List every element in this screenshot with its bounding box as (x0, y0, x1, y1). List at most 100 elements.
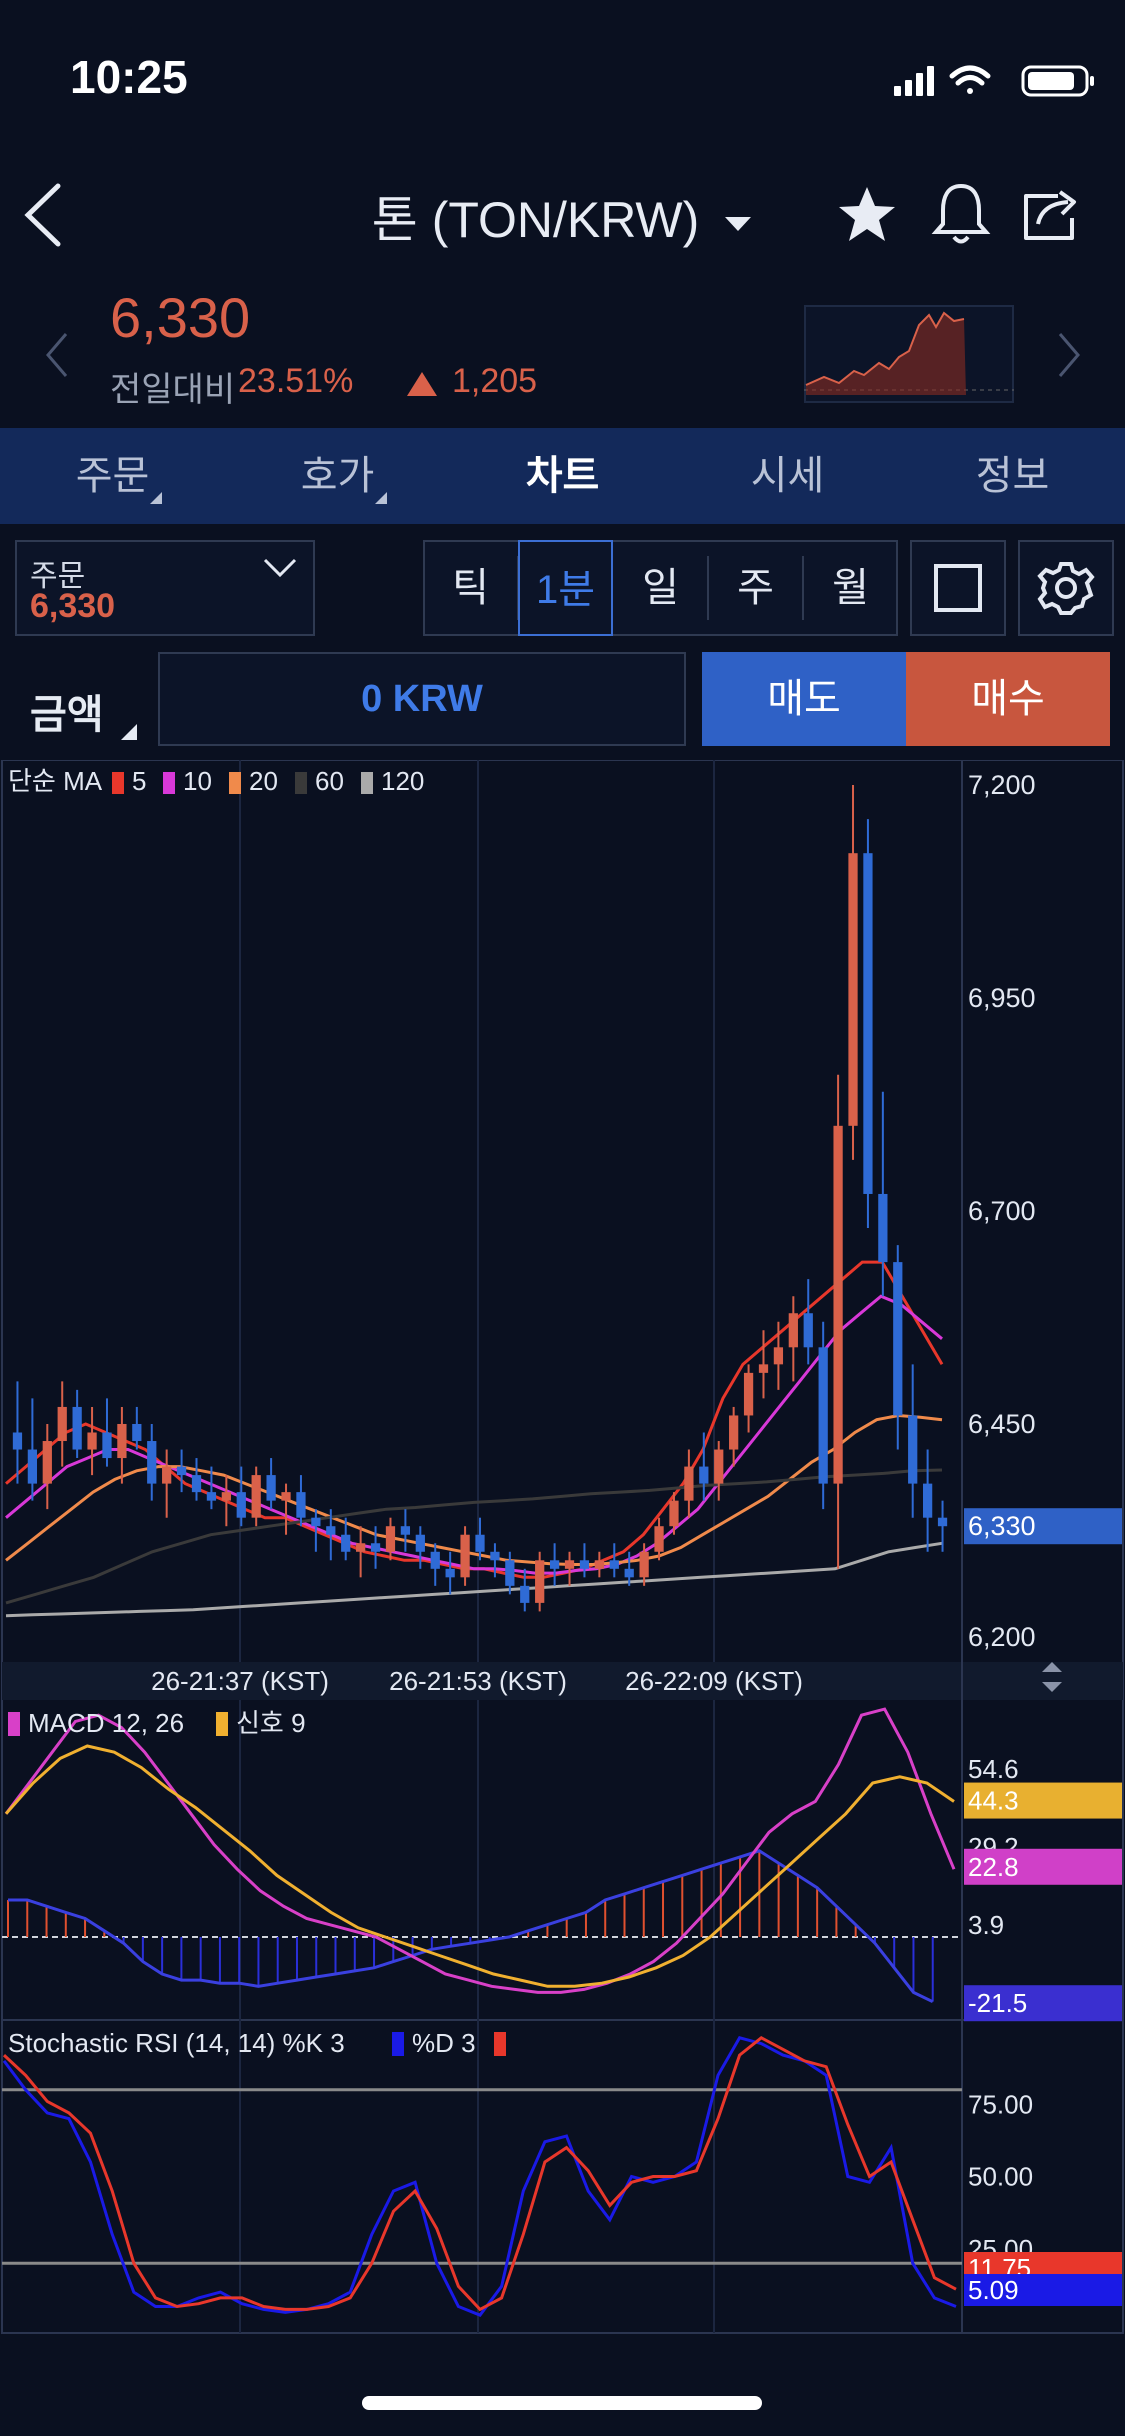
candle (714, 1441, 724, 1501)
candle (296, 1475, 306, 1527)
tab-label: 호가 (300, 454, 375, 498)
chevron-down-icon[interactable] (262, 556, 298, 580)
legend-swatch (295, 772, 307, 794)
fullscreen-button[interactable] (910, 540, 1006, 636)
candle-body (594, 1560, 604, 1569)
status-icons (894, 65, 1094, 97)
corner-icon (150, 492, 162, 504)
candle (594, 1551, 604, 1578)
macd-value-tag (964, 1848, 1122, 1885)
home-indicator[interactable] (362, 2396, 762, 2410)
candle (937, 1500, 948, 1552)
y-tick-label: 6,700 (968, 1196, 1036, 1226)
candle-body (549, 1560, 560, 1569)
candle (624, 1551, 634, 1586)
order-price: 6,330 (30, 587, 116, 625)
amount-input[interactable] (158, 652, 686, 746)
tab-label: 정보 (975, 454, 1050, 498)
sell-button[interactable]: 매도 (702, 652, 906, 746)
buy-button[interactable]: 매수 (906, 652, 1110, 746)
candle (176, 1449, 187, 1493)
mini-chart[interactable] (804, 305, 1014, 403)
rsi-tick-label: 50.00 (968, 2162, 1033, 2192)
candle (206, 1466, 217, 1510)
amount-label[interactable]: 금액 (30, 682, 137, 740)
bell-icon (931, 183, 991, 244)
macd-tick-label: 54.6 (968, 1754, 1019, 1784)
candle (609, 1543, 619, 1578)
rsi-value-tag (964, 2274, 1122, 2306)
wifi-icon (949, 65, 991, 94)
candle-body (863, 853, 873, 1194)
candle-body (684, 1466, 694, 1501)
prev-coin-button[interactable] (42, 330, 72, 380)
candle (758, 1330, 769, 1399)
alert-button[interactable] (930, 180, 992, 248)
macd-signal-legend: 신호 9 (236, 1708, 306, 1738)
candle-body (57, 1406, 67, 1442)
period-day[interactable]: 일 (642, 566, 679, 610)
page-title[interactable]: 톤 (TON/KRW) (0, 180, 1125, 252)
divider (802, 556, 804, 620)
candle (221, 1475, 231, 1527)
legend-swatch (8, 1712, 20, 1736)
candle (27, 1398, 38, 1501)
favorite-button[interactable] (836, 184, 898, 246)
caret-down-icon[interactable] (723, 214, 753, 234)
share-button[interactable] (1018, 182, 1082, 246)
candle-body (221, 1492, 231, 1501)
tab-label: 차트 (525, 454, 600, 498)
candle-body (729, 1415, 739, 1450)
macd-value-label: -21.5 (968, 1988, 1027, 2018)
macd-value-label: 44.3 (968, 1786, 1019, 1816)
candle-body (475, 1534, 485, 1552)
back-button[interactable] (18, 180, 66, 250)
status-time: 10:25 (70, 51, 188, 103)
title-text[interactable]: 톤 (TON/KRW) (371, 192, 700, 248)
candle (743, 1364, 754, 1433)
divider (707, 556, 709, 620)
tab-market[interactable]: 시세 (675, 428, 900, 524)
tab-order[interactable]: 주문 (0, 428, 225, 524)
candle-body (176, 1466, 187, 1476)
candle (475, 1517, 485, 1561)
chart-settings-button[interactable] (1018, 540, 1114, 636)
change-percent: 23.51% (238, 362, 354, 400)
y-tick-label: 7,200 (968, 770, 1036, 800)
period-month[interactable]: 월 (832, 566, 869, 610)
tab-info[interactable]: 정보 (900, 428, 1125, 524)
period-1min[interactable]: 1분 (518, 540, 613, 636)
chevron-right-icon (1058, 333, 1080, 377)
legend-item: 60 (315, 766, 344, 796)
ma-line-60 (5, 1468, 943, 1605)
candle-body (505, 1560, 515, 1586)
candle-body (908, 1415, 918, 1484)
candle (549, 1543, 560, 1586)
period-tick[interactable]: 틱 (452, 566, 489, 610)
period-week[interactable]: 주 (737, 566, 774, 610)
amount-value[interactable]: 0 KRW (361, 678, 483, 720)
candle (669, 1492, 679, 1535)
order-type-select[interactable] (15, 540, 315, 636)
legend-swatch (361, 772, 373, 794)
price-chart[interactable]: 7,200 6,950 6,700 6,450 6,200 단순 MA 5 10 20 60 120… (0, 760, 1125, 2335)
period-selector (423, 540, 898, 636)
ma-line-120 (5, 1541, 943, 1618)
candle (72, 1389, 82, 1459)
candle (236, 1466, 246, 1527)
candle (251, 1466, 261, 1527)
next-coin-button[interactable] (1054, 330, 1084, 380)
candle (385, 1517, 396, 1561)
candle (162, 1449, 172, 1518)
tab-chart[interactable]: 차트 (450, 428, 675, 524)
current-price-tag (964, 1508, 1122, 1545)
macd-signal-line (4, 1744, 955, 1988)
candle-body (803, 1313, 813, 1348)
tab-orderbook[interactable]: 호가 (225, 428, 450, 524)
candle (87, 1406, 97, 1476)
current-price: 6,330 (110, 286, 251, 349)
candle (535, 1551, 545, 1612)
candle (460, 1526, 470, 1586)
candle-body (758, 1364, 769, 1373)
candle (833, 1074, 843, 1569)
